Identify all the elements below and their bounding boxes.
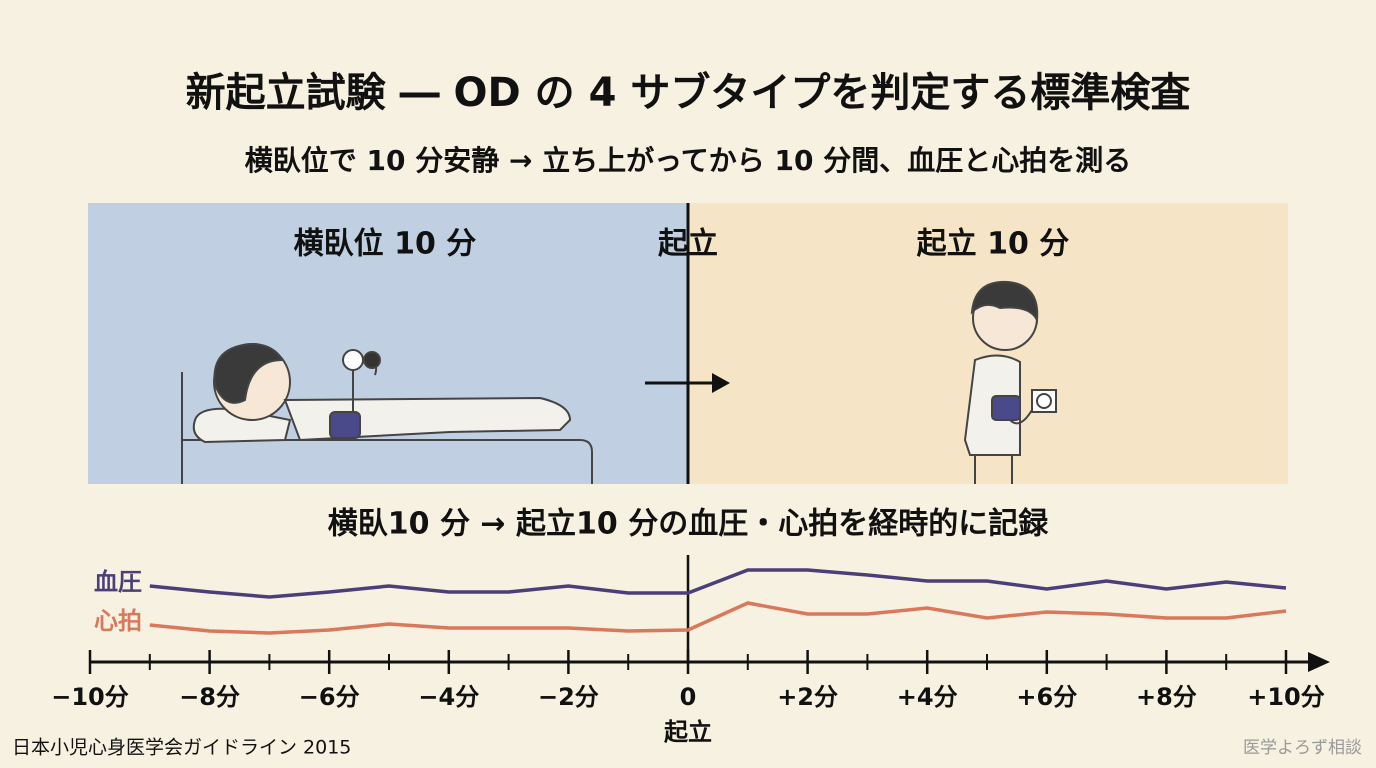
- chart-title: 横臥10 分 → 起立10 分の血圧・心拍を経時的に記録: [328, 507, 1049, 542]
- subtitle: 横臥位で 10 分安静 → 立ち上がってから 10 分間、血圧と心拍を測る: [245, 144, 1131, 177]
- x-tick-label: −2分: [538, 683, 599, 711]
- brand: 医学よろず相談: [1243, 738, 1362, 758]
- x-tick-label: +8分: [1136, 683, 1197, 711]
- x-tick-label: +10分: [1247, 683, 1325, 711]
- series-line: [149, 568, 1287, 599]
- x-tick-label: +6分: [1016, 683, 1077, 711]
- title: 新起立試験 ― OD の 4 サブタイプを判定する標準検査: [186, 70, 1191, 116]
- lying-panel: [88, 203, 688, 484]
- x-tick-label: −10分: [51, 683, 129, 711]
- lying-person: [181, 342, 593, 484]
- arrow: [645, 373, 730, 393]
- series-line: [149, 601, 1287, 635]
- panel-label: 横臥位 10 分: [294, 227, 477, 262]
- standing-child: [963, 280, 1057, 484]
- x-tick-label: 0: [680, 683, 697, 711]
- axis-arrow: [1308, 652, 1330, 672]
- series-label: 心拍: [94, 607, 142, 635]
- x-tick-label: +4分: [897, 683, 958, 711]
- x-tick-label: −4分: [418, 683, 479, 711]
- panel-label: 起立 10 分: [917, 227, 1070, 262]
- panel-label: 起立: [658, 227, 718, 262]
- x-tick-label: +2分: [777, 683, 838, 711]
- x-tick-label: −6分: [299, 683, 360, 711]
- x-marker-label: 起立: [663, 718, 712, 746]
- source: 日本小児心身医学会ガイドライン 2015: [12, 737, 351, 759]
- series-label: 血圧: [94, 568, 142, 596]
- x-tick-label: −8分: [179, 683, 240, 711]
